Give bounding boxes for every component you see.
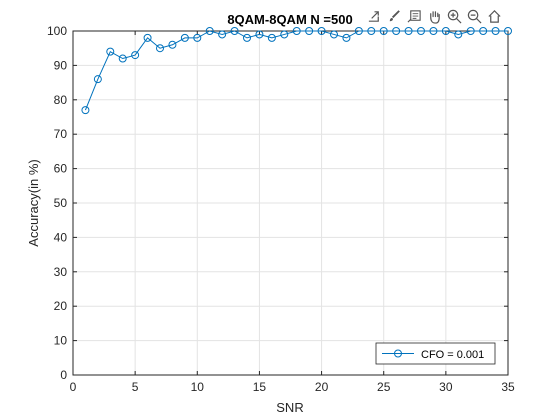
data-point — [106, 47, 115, 56]
data-point — [441, 27, 450, 35]
data-point — [429, 27, 438, 35]
y-tick-label: 80 — [54, 93, 68, 107]
y-tick-label: 40 — [54, 230, 68, 244]
y-tick-label: 90 — [54, 58, 68, 72]
data-point — [342, 33, 351, 42]
y-axis: 0 10 20 30 40 50 60 70 80 90 100 — [47, 24, 508, 382]
x-tick-label: 0 — [70, 380, 77, 394]
legend-marker — [394, 349, 402, 358]
data-point — [479, 27, 488, 35]
data-point — [180, 33, 189, 42]
data-point — [93, 75, 102, 84]
y-tick-label: 100 — [47, 24, 67, 38]
x-axis: 0 5 10 15 20 25 30 35 — [70, 31, 515, 394]
data-point — [255, 30, 264, 39]
x-axis-label: SNR — [276, 400, 303, 415]
data-point — [143, 33, 152, 42]
y-tick-label: 60 — [54, 162, 68, 176]
y-tick-label: 0 — [60, 368, 67, 382]
pan-icon[interactable] — [426, 8, 443, 25]
data-point — [504, 27, 512, 35]
legend-box — [375, 342, 496, 365]
data-point — [218, 30, 227, 39]
data-point — [81, 106, 90, 115]
x-tick-label: 15 — [253, 380, 267, 394]
y-tick-label: 70 — [54, 127, 68, 141]
data-point — [379, 27, 388, 35]
data-point — [267, 33, 276, 42]
zoom-out-icon[interactable] — [466, 8, 483, 25]
y-tick-label: 20 — [54, 299, 68, 313]
legend-label: CFO = 0.001 — [421, 349, 484, 361]
home-icon[interactable] — [486, 8, 503, 25]
data-point — [330, 30, 338, 39]
data-point — [367, 27, 376, 35]
x-tick-label: 35 — [501, 380, 515, 394]
data-point — [156, 44, 164, 53]
series-line — [84, 30, 508, 111]
datatip-icon[interactable] — [406, 8, 423, 25]
data-point — [193, 33, 202, 42]
x-tick-label: 5 — [132, 380, 139, 394]
data-point — [392, 27, 401, 35]
axes-toolbar — [366, 8, 503, 25]
x-tick-label: 25 — [377, 380, 391, 394]
data-point — [168, 40, 177, 49]
export-icon[interactable] — [366, 8, 383, 25]
data-point — [466, 27, 475, 35]
data-point — [354, 27, 363, 35]
data-point — [292, 27, 301, 35]
chart-title: 8QAM-8QAM N =500 — [227, 12, 352, 27]
data-point — [317, 27, 326, 35]
data-point — [243, 33, 251, 42]
brush-icon[interactable] — [386, 8, 403, 25]
data-point — [131, 51, 140, 60]
data-point — [305, 27, 314, 35]
y-axis-label: Accuracy(in %) — [26, 159, 41, 246]
legend: CFO = 0.001 — [375, 342, 496, 365]
x-tick-label: 20 — [315, 380, 329, 394]
x-tick-label: 10 — [191, 380, 205, 394]
y-tick-label: 30 — [54, 265, 68, 279]
data-point — [118, 54, 127, 63]
data-point — [205, 27, 214, 35]
data-point — [454, 30, 463, 39]
grid — [72, 30, 509, 376]
data-point — [404, 27, 413, 35]
data-point — [280, 30, 289, 39]
data-point — [230, 27, 239, 35]
data-point — [491, 27, 500, 35]
data-point — [417, 27, 425, 35]
series-group — [81, 27, 512, 115]
y-tick-label: 10 — [54, 334, 68, 348]
x-tick-label: 30 — [439, 380, 453, 394]
zoom-in-icon[interactable] — [446, 8, 463, 25]
y-tick-label: 50 — [54, 196, 68, 210]
